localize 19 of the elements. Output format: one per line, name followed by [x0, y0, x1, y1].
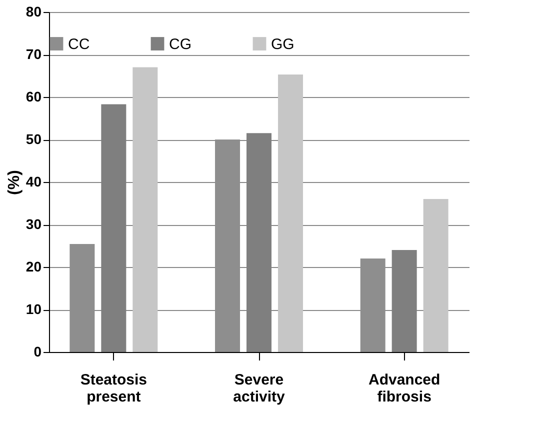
y-tick-label: 50 [26, 131, 42, 147]
legend-label: CC [68, 36, 90, 53]
bar [278, 74, 303, 352]
x-tick-label: Advanced fibrosis [368, 372, 440, 406]
y-tick-label: 60 [26, 88, 42, 104]
y-tick-label: 40 [26, 174, 42, 190]
bar [423, 199, 448, 352]
x-tick-label: Steatosis present [80, 372, 148, 406]
y-tick-label: 30 [26, 216, 42, 232]
y-tick-label: 70 [26, 46, 42, 62]
legend-label: CG [169, 36, 192, 53]
x-tick-label: Severe activity [233, 372, 286, 406]
y-tick-label: 10 [26, 301, 42, 317]
legend-label: GG [271, 36, 294, 53]
y-tick-label: 80 [26, 4, 42, 20]
y-tick-label: 0 [34, 344, 42, 360]
y-tick-label: 20 [26, 258, 42, 274]
bar [132, 67, 158, 352]
y-axis-title: (%) [6, 170, 23, 195]
